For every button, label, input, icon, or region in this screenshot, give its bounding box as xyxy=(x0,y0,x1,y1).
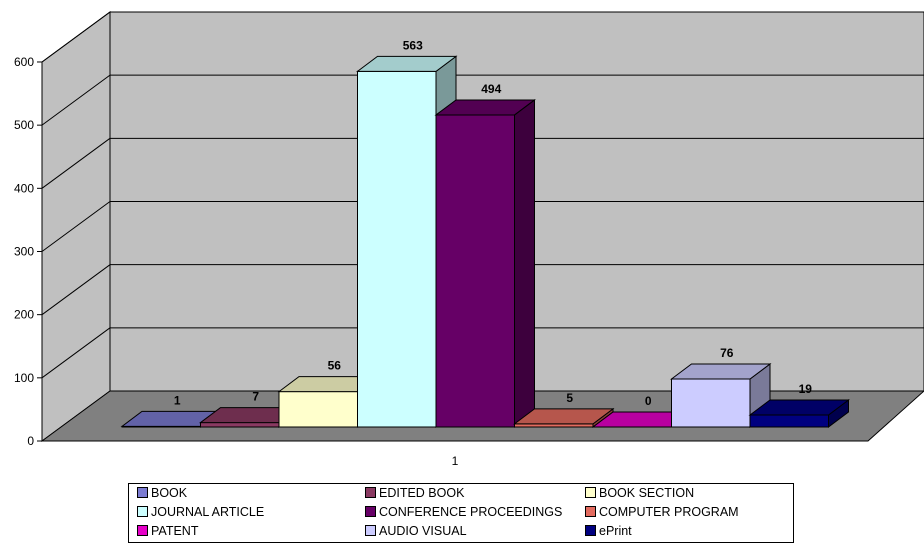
bar-front xyxy=(278,391,358,428)
legend-swatch xyxy=(365,525,376,536)
data-label: 0 xyxy=(645,394,652,408)
gridline-side xyxy=(41,201,111,252)
legend-swatch xyxy=(585,506,596,517)
legend-label: BOOK xyxy=(151,486,188,500)
y-tick-label: 100 xyxy=(14,371,34,385)
data-label: 563 xyxy=(403,38,423,52)
x-tick-label: 1 xyxy=(452,454,459,468)
y-tick-label: 200 xyxy=(14,308,34,322)
legend-item: BOOK xyxy=(137,484,187,502)
legend-label: JOURNAL ARTICLE xyxy=(151,505,265,519)
bar-front xyxy=(749,414,829,428)
legend-item: JOURNAL ARTICLE xyxy=(137,503,264,521)
data-label: 7 xyxy=(252,390,259,404)
y-tick-label: 400 xyxy=(14,181,34,195)
bar-top xyxy=(434,99,536,116)
data-label: 494 xyxy=(481,82,501,96)
legend-swatch xyxy=(365,487,376,498)
bar-top xyxy=(670,363,772,380)
bar-front xyxy=(357,70,437,428)
legend-label: AUDIO VISUAL xyxy=(379,524,467,538)
legend-label: COMPUTER PROGRAM xyxy=(599,505,739,519)
gridline-side xyxy=(41,74,111,126)
legend-swatch xyxy=(137,525,148,536)
gridline-side xyxy=(41,327,111,379)
y-tick-label: 600 xyxy=(14,55,34,69)
bar-front xyxy=(671,378,751,428)
y-axis: 0 100 200 300 400 500 600 xyxy=(14,55,868,448)
legend-swatch xyxy=(585,525,596,536)
data-label: 76 xyxy=(720,346,734,360)
legend-item: CONFERENCE PROCEEDINGS xyxy=(365,503,562,521)
bars xyxy=(120,55,850,428)
bar-chart-3d: 0 100 200 300 400 500 600 1 7 56 563 494 5 0 76 19 1 xyxy=(14,10,924,468)
legend-swatch xyxy=(585,487,596,498)
legend-swatch xyxy=(137,506,148,517)
gridline-side xyxy=(41,137,111,189)
bar-front xyxy=(435,114,515,428)
legend-swatch xyxy=(137,487,148,498)
legend-label: ePrint xyxy=(599,524,632,538)
bar-side xyxy=(514,98,535,428)
bar-top xyxy=(748,399,850,416)
legend-label: PATENT xyxy=(151,524,199,538)
y-tick-label: 300 xyxy=(14,244,34,258)
legend-label: BOOK SECTION xyxy=(599,486,695,500)
data-label: 1 xyxy=(174,393,181,407)
legend-item: COMPUTER PROGRAM xyxy=(585,503,739,521)
y-tick-label: 0 xyxy=(27,434,34,448)
bar-top xyxy=(355,55,458,72)
y-tick-label: 500 xyxy=(14,118,34,132)
legend-item: ePrint xyxy=(585,522,632,540)
data-labels: 1 7 56 563 494 5 0 76 19 xyxy=(174,38,812,408)
data-label: 5 xyxy=(566,391,573,405)
data-label: 56 xyxy=(328,359,342,373)
legend-item: BOOK SECTION xyxy=(585,484,694,502)
bar-6 xyxy=(513,407,615,428)
legend-item: EDITED BOOK xyxy=(365,484,464,502)
bar-top xyxy=(513,408,615,425)
legend-item: AUDIO VISUAL xyxy=(365,522,467,540)
legend: BOOK EDITED BOOK BOOK SECTION JOURNAL ARTIC… xyxy=(128,483,794,543)
bar-9 xyxy=(748,398,850,428)
data-label: 19 xyxy=(799,382,813,396)
gridline-side xyxy=(41,11,111,63)
bar-front xyxy=(200,422,280,428)
legend-item: PATENT xyxy=(137,522,198,540)
legend-label: CONFERENCE PROCEEDINGS xyxy=(379,505,563,519)
legend-swatch xyxy=(365,506,376,517)
gridline-side xyxy=(41,264,111,316)
legend-label: EDITED BOOK xyxy=(379,486,465,500)
bar-5 xyxy=(434,98,536,428)
